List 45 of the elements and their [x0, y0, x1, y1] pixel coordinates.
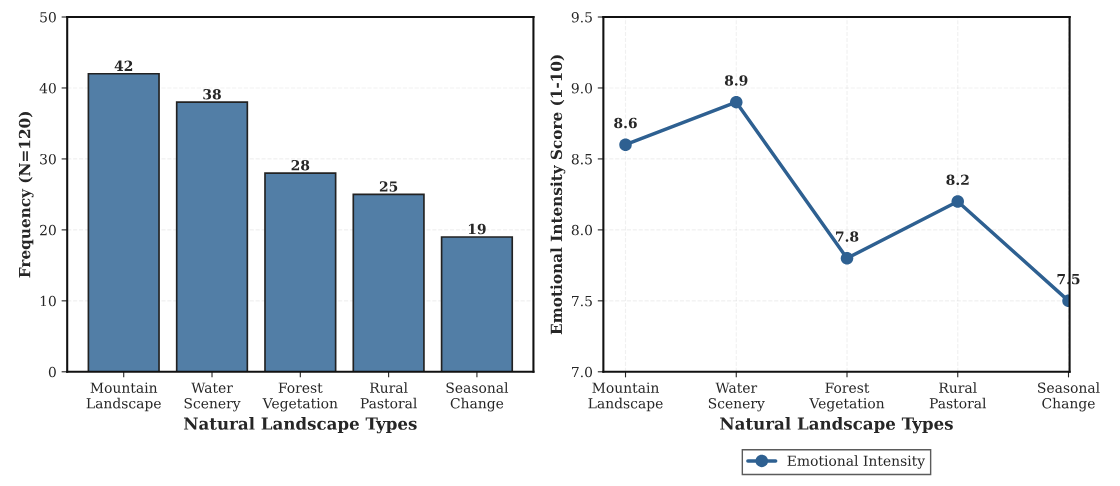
x-tick-label: Water Scenery [708, 382, 765, 412]
x-tick-label: Seasonal Change [1038, 382, 1100, 412]
y-tick-label: 7.0 [572, 366, 593, 378]
x-tick-label: Mountain Landscape [588, 382, 663, 412]
x-tick-label: Water Scenery [184, 382, 241, 412]
point [730, 95, 743, 109]
bar [87, 72, 160, 372]
data-label: 19 [468, 223, 486, 235]
bar [352, 193, 425, 372]
x-tick-label: Rural Pastoral [929, 382, 987, 409]
x-axis-title: Natural Landscape Types [720, 416, 953, 434]
point [951, 195, 964, 208]
y-axis-title: Emotional Intensity Score (1-10) [550, 55, 566, 335]
bar [175, 101, 249, 372]
y-tick-label: 8.0 [571, 224, 593, 236]
data-label: 42 [114, 60, 133, 71]
data-label: 38 [203, 88, 221, 100]
x-tick-label: Seasonal Change [446, 382, 509, 412]
bar [440, 236, 514, 372]
data-label: 8.2 [946, 174, 969, 186]
legend-label: Emotional Intensity [787, 455, 926, 469]
data-label: 8.9 [724, 75, 748, 86]
y-axis-title: Frequency (N=120) [18, 112, 34, 278]
data-label: 7.8 [836, 231, 859, 242]
y-tick-label: 7.5 [572, 295, 592, 307]
y-tick-label: 10 [40, 295, 56, 307]
point [619, 138, 632, 151]
bar [264, 172, 337, 372]
x-tick-label: Rural Pastoral [360, 382, 417, 409]
x-tick-label: Forest Vegetation [262, 382, 338, 412]
y-tick-label: 9.5 [571, 11, 592, 23]
y-tick-label: 8.5 [571, 153, 592, 165]
data-label: 28 [291, 159, 310, 171]
point [840, 252, 854, 265]
x-axis-title: Natural Landscape Types [183, 416, 417, 434]
y-tick-label: 0 [48, 366, 56, 378]
y-tick-label: 20 [40, 224, 56, 236]
y-tick-label: 30 [40, 153, 56, 165]
x-tick-label: Forest Vegetation [809, 382, 885, 412]
y-tick-label: 9.0 [571, 82, 593, 94]
y-tick-label: 40 [39, 82, 56, 94]
x-tick-label: Mountain Landscape [86, 382, 161, 412]
y-tick-label: 50 [40, 11, 56, 23]
data-label: 8.6 [614, 117, 637, 129]
data-label: 25 [379, 181, 398, 192]
